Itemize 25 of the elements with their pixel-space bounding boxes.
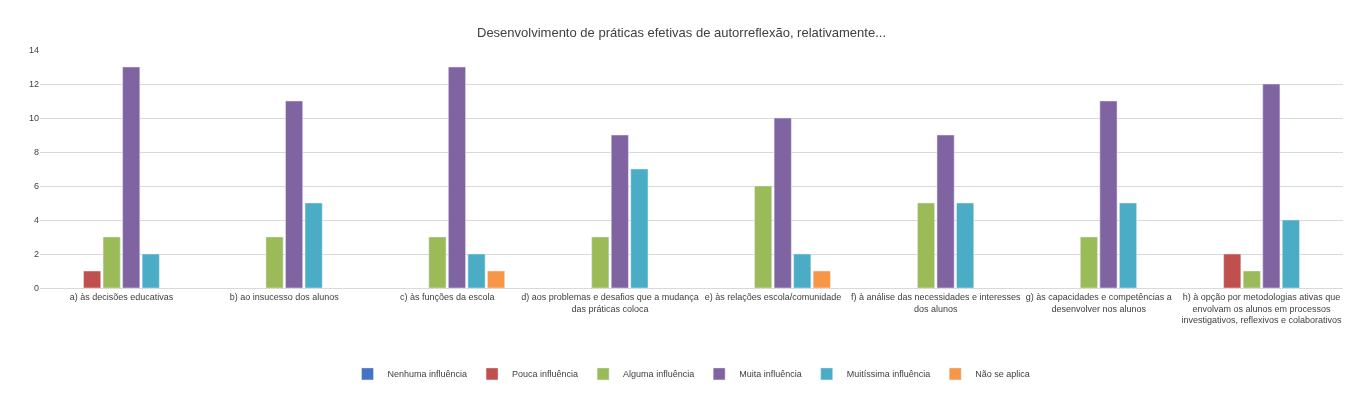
legend-label: Pouca influência	[512, 369, 579, 380]
y-tick-label: 14	[28, 45, 39, 56]
y-tick-label: 8	[33, 147, 39, 158]
y-tick-label: 4	[33, 215, 39, 226]
x-tick-label: a) às decisões educativas	[69, 291, 174, 302]
bar	[1223, 253, 1242, 288]
x-tick-label: g) às capacidades e competências a desenvolver nos alunos	[1025, 291, 1172, 314]
legend-label: Alguma influência	[623, 369, 695, 380]
y-tick-label: 2	[33, 249, 39, 260]
x-tick-label: f) à análise das necessidades e interesses dos alunos	[851, 291, 1022, 314]
x-tick-label: d) aos problemas e desafios que a mudança das práticas coloca	[521, 291, 699, 314]
x-tick-label: b) ao insucesso dos alunos	[229, 291, 340, 302]
y-tick-label: 6	[33, 181, 39, 192]
legend-label: Não se aplica	[975, 369, 1030, 380]
y-tick-label: 10	[28, 113, 39, 124]
legend-label: Muita influência	[739, 369, 802, 380]
x-tick-label: h) à opção por metodologias ativas que envolvam os alunos em processos investigativos, reflexivos e colaborativos	[1181, 291, 1343, 326]
x-tick-label: e) às relações escola/comunidade	[704, 291, 842, 302]
x-tick-label: c) às funções da escola	[399, 291, 495, 302]
bar	[141, 253, 160, 288]
legend-label: Muitíssima influência	[846, 369, 931, 380]
y-tick-label: 0	[33, 283, 39, 294]
chart-title: Desenvolvimento de práticas efetivas de autorreflexão, relativamente...	[477, 25, 886, 41]
legend-label: Nenhuma influência	[387, 369, 468, 380]
y-tick-label: 12	[28, 79, 39, 90]
